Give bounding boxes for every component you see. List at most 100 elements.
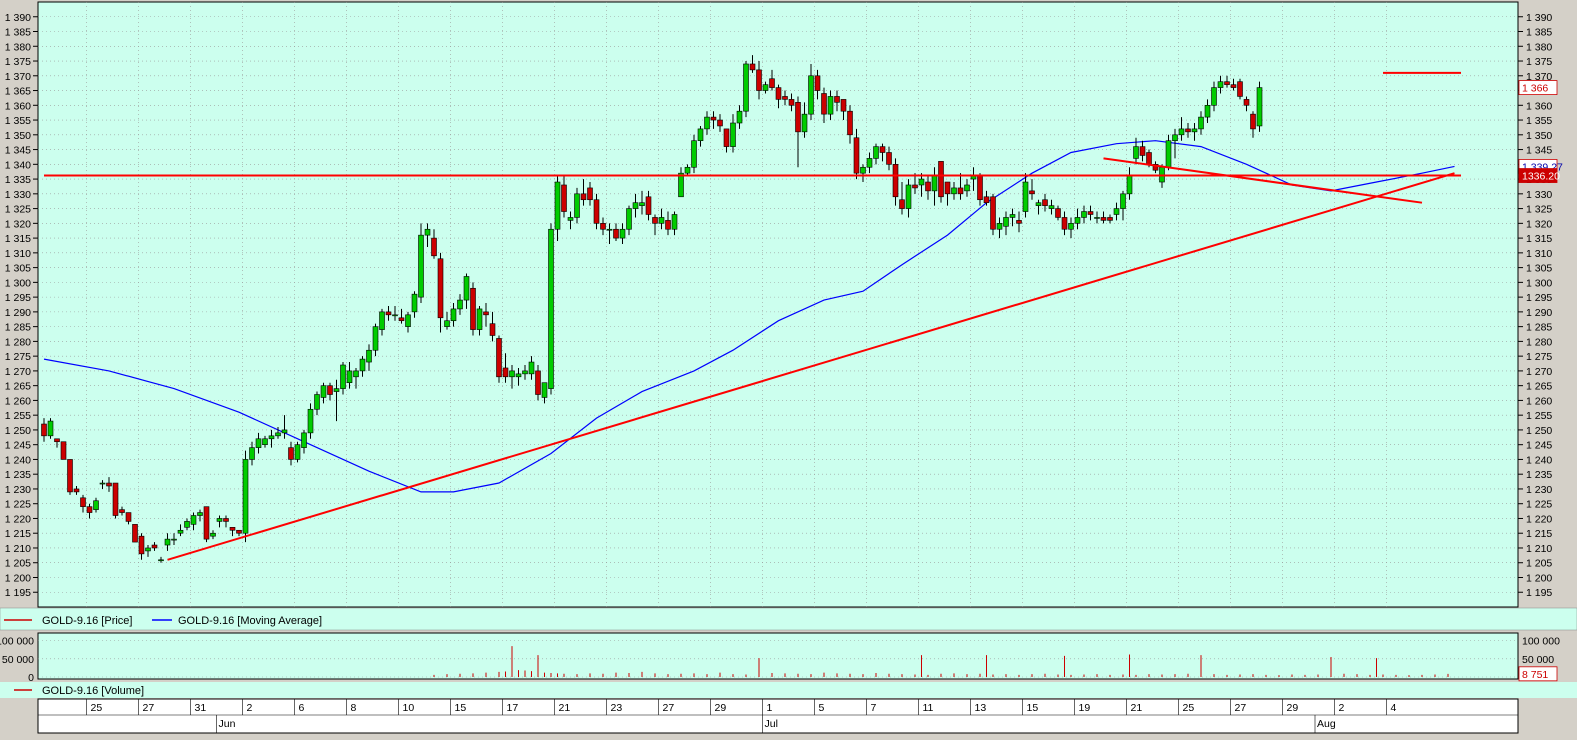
candle-body bbox=[366, 349, 372, 363]
candle-body bbox=[450, 308, 457, 322]
price-tick-label: 1 215 bbox=[1526, 528, 1552, 540]
candle-body bbox=[535, 370, 541, 395]
candle-up bbox=[691, 134, 697, 174]
candle-down bbox=[132, 524, 138, 543]
candle-body bbox=[541, 382, 548, 398]
price-tick-label: 1 260 bbox=[1526, 395, 1552, 407]
candle-body bbox=[788, 99, 795, 106]
candle-down bbox=[1224, 75, 1230, 88]
candle-up bbox=[1009, 208, 1016, 227]
price-tick-label: 1 255 bbox=[5, 410, 31, 422]
candle-down bbox=[535, 365, 541, 401]
candle-body bbox=[1256, 87, 1263, 127]
legend-ma-label: GOLD-9.16 [Moving Average] bbox=[178, 615, 322, 627]
candle-body bbox=[1152, 164, 1159, 171]
price-tick-label: 1 380 bbox=[1526, 41, 1552, 53]
price-grid bbox=[38, 2, 1518, 607]
candle-down bbox=[665, 211, 671, 236]
candle-up bbox=[697, 125, 704, 147]
candle-body bbox=[678, 172, 684, 198]
candle-body bbox=[645, 196, 652, 215]
candle-up bbox=[1074, 208, 1081, 230]
price-tick-label: 1 385 bbox=[5, 27, 31, 39]
candle-body bbox=[736, 110, 743, 124]
candle-down bbox=[385, 305, 392, 321]
candle-up bbox=[1198, 111, 1204, 135]
candle-body bbox=[1133, 146, 1139, 159]
date-axis[interactable] bbox=[37, 698, 1519, 734]
candle-down bbox=[821, 87, 827, 123]
candle-body bbox=[613, 228, 619, 239]
volume-tick-label: 100 000 bbox=[0, 636, 34, 648]
price-tick-label: 1 375 bbox=[5, 56, 31, 68]
candle-up bbox=[47, 418, 54, 439]
price-tick-label: 1 365 bbox=[5, 86, 31, 98]
candle-up bbox=[808, 63, 814, 121]
price-tick-label: 1 320 bbox=[1526, 218, 1552, 230]
candle-up bbox=[177, 524, 184, 537]
candle-up bbox=[353, 367, 359, 389]
candle-up bbox=[528, 356, 535, 380]
candle-body bbox=[743, 63, 749, 112]
candle-down bbox=[1055, 205, 1061, 221]
candle-body bbox=[223, 518, 229, 522]
candle-body bbox=[54, 438, 60, 443]
candle-up bbox=[164, 533, 171, 551]
candle-down bbox=[1185, 123, 1191, 138]
moving-average-layer bbox=[43, 140, 1455, 493]
price-tick-label: 1 200 bbox=[1526, 572, 1552, 584]
candle-body bbox=[769, 78, 775, 88]
candle-body bbox=[561, 184, 567, 212]
price-tick-label: 1 245 bbox=[5, 440, 31, 452]
candle-down bbox=[613, 223, 619, 242]
candle-up bbox=[632, 193, 639, 218]
candle-up bbox=[210, 530, 216, 540]
candle-body bbox=[346, 370, 353, 384]
candle-up bbox=[1217, 75, 1224, 94]
candle-up bbox=[762, 81, 769, 94]
price-tick-label: 1 285 bbox=[5, 322, 31, 334]
candle-up bbox=[1081, 205, 1087, 224]
candle-body bbox=[814, 75, 821, 91]
candle-up bbox=[658, 208, 665, 230]
candle-down bbox=[1152, 161, 1159, 174]
day-label: 15 bbox=[1027, 702, 1039, 714]
candle-body bbox=[229, 527, 236, 531]
candle-body bbox=[717, 119, 723, 127]
candle-body bbox=[41, 423, 47, 437]
candle-down bbox=[834, 90, 840, 112]
candle-body bbox=[704, 116, 710, 130]
candle-body bbox=[918, 178, 925, 186]
candle-down bbox=[788, 93, 795, 112]
candle-body bbox=[470, 287, 476, 330]
candle-body bbox=[327, 385, 333, 395]
candle-down bbox=[892, 158, 899, 206]
candle-up bbox=[450, 303, 457, 327]
candle-up bbox=[1068, 217, 1074, 239]
candle-body bbox=[164, 538, 171, 546]
candle-down bbox=[496, 335, 502, 383]
candle-up bbox=[197, 509, 203, 522]
day-label: 15 bbox=[455, 702, 467, 714]
candle-up bbox=[281, 415, 288, 439]
candle-body bbox=[938, 161, 944, 198]
candle-down bbox=[1250, 111, 1256, 138]
candle-body bbox=[138, 535, 145, 555]
candle-body bbox=[489, 323, 496, 336]
candle-body bbox=[210, 532, 216, 537]
candle-body bbox=[333, 388, 340, 392]
candle-body bbox=[840, 99, 847, 112]
candle-down bbox=[470, 282, 476, 336]
volume-pane[interactable] bbox=[37, 632, 1519, 680]
candle-body bbox=[236, 529, 242, 534]
candle-body bbox=[606, 228, 613, 231]
candle-up bbox=[860, 164, 866, 183]
price-tick-label: 1 270 bbox=[1526, 366, 1552, 378]
candle-down bbox=[652, 214, 658, 236]
candle-body bbox=[749, 63, 756, 71]
candle-up bbox=[996, 217, 1003, 239]
candle-body bbox=[411, 293, 418, 313]
candle-body bbox=[262, 438, 268, 445]
candle-down bbox=[756, 61, 762, 100]
day-label: 4 bbox=[1391, 702, 1397, 714]
